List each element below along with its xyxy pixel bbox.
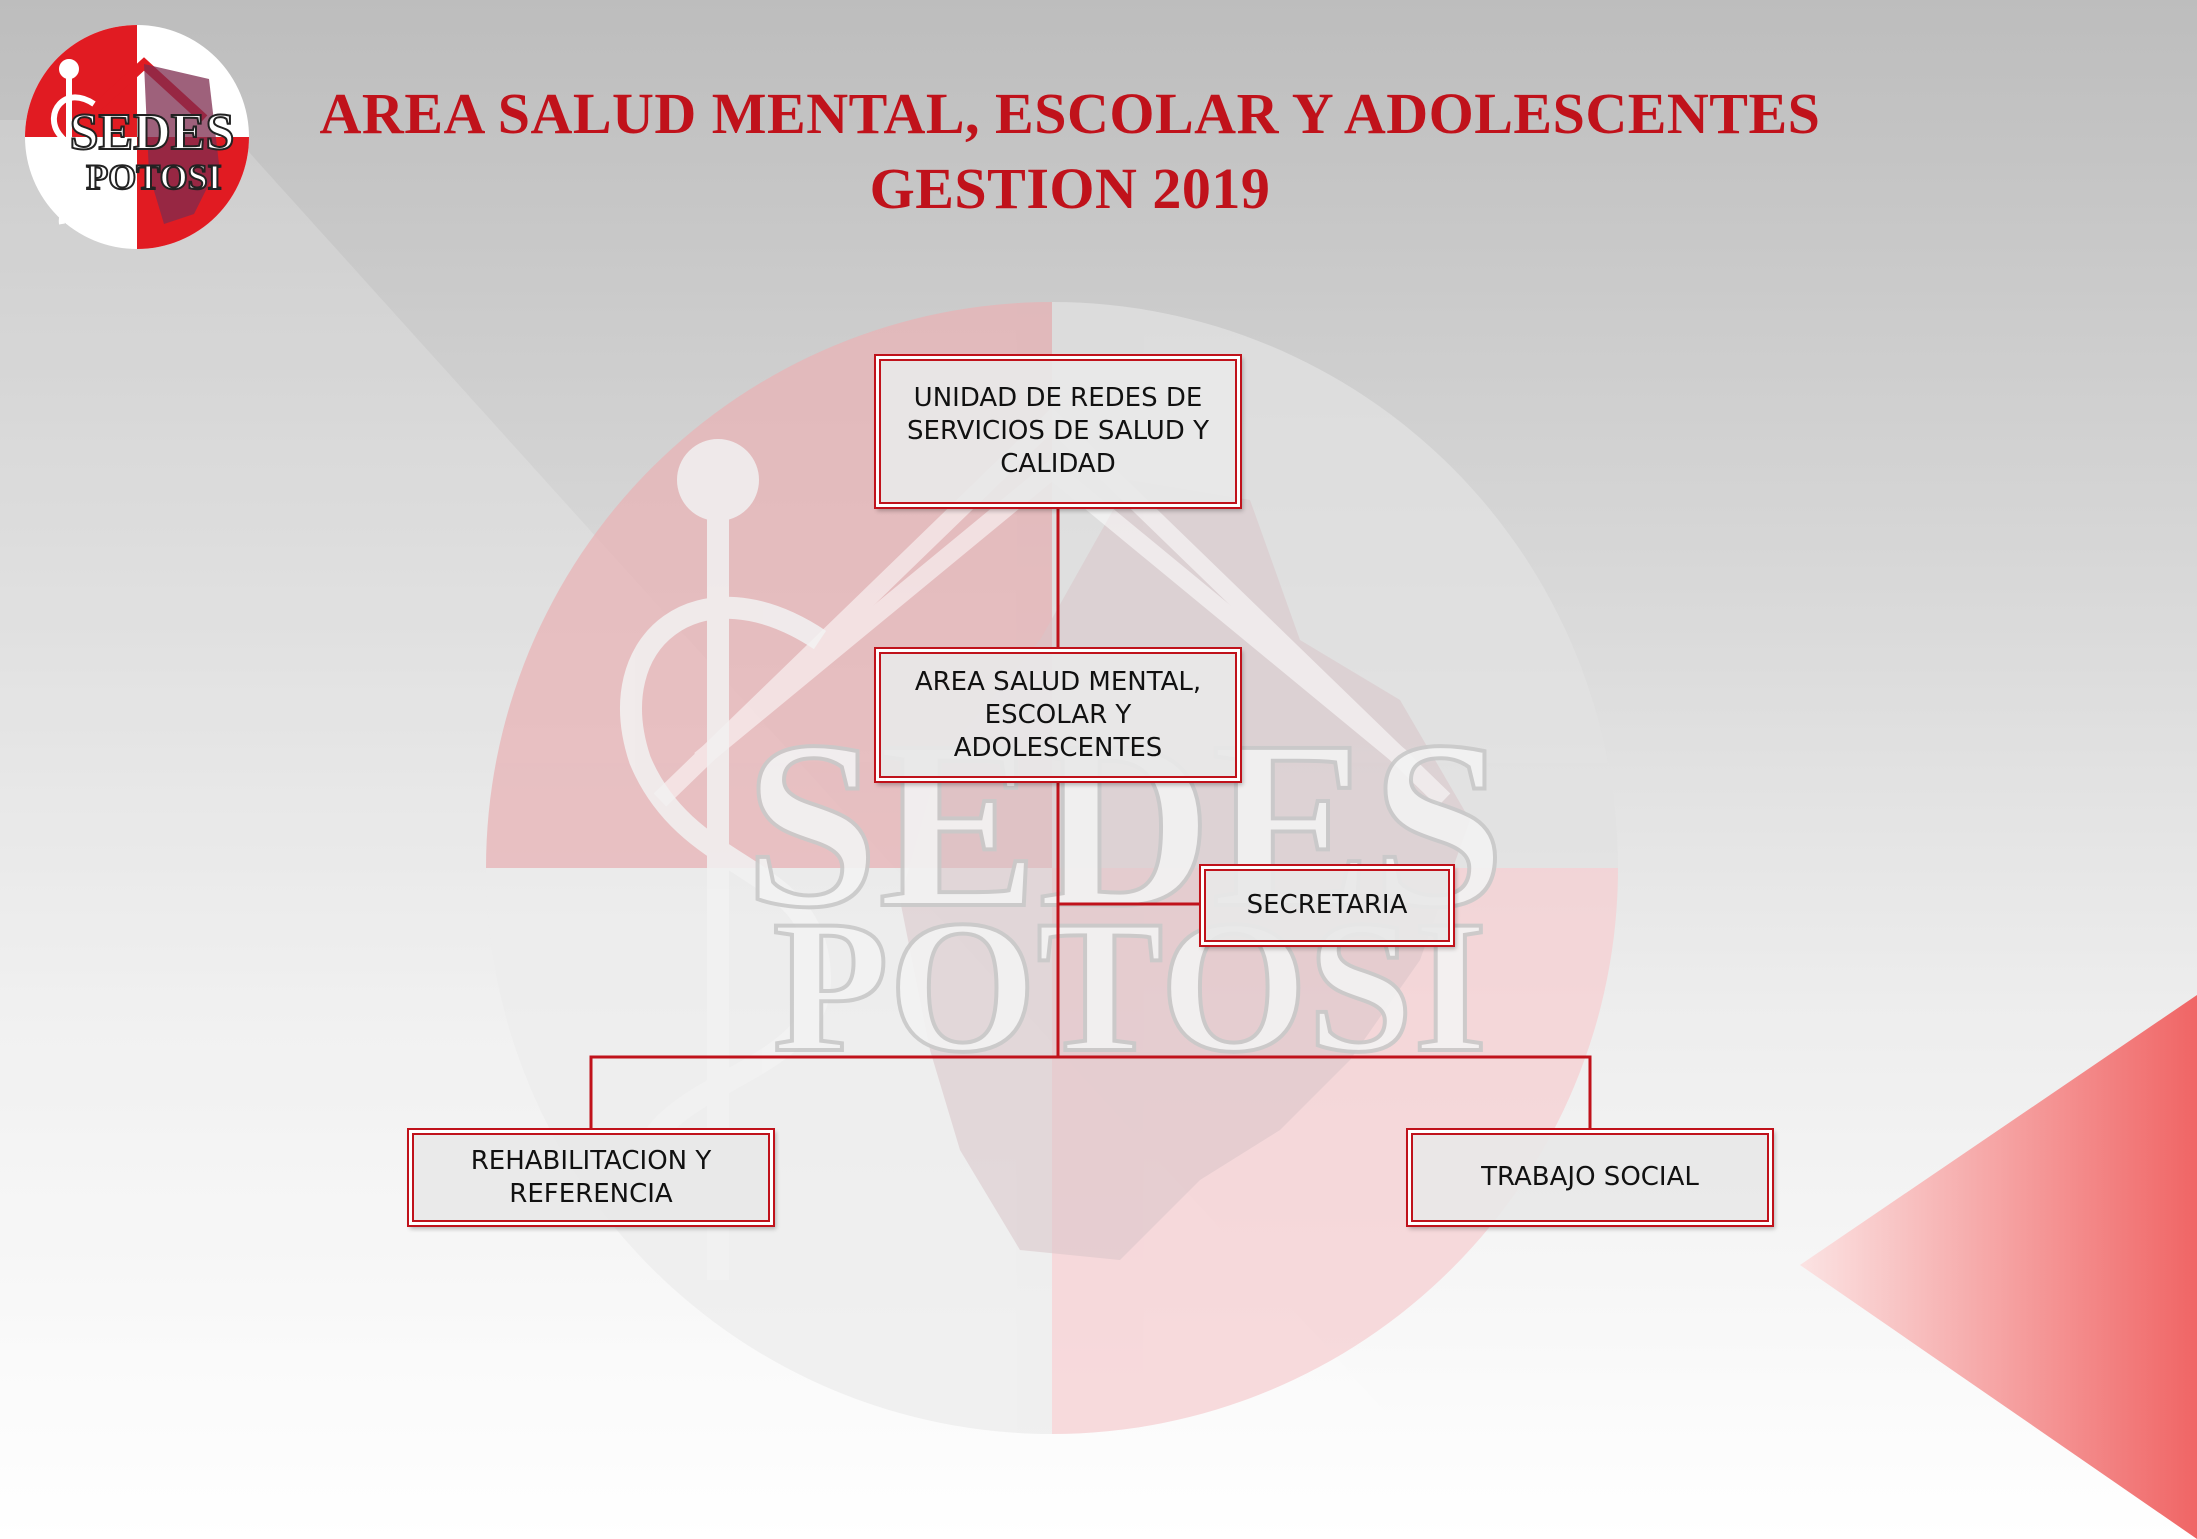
logo: SEDES POTOSI	[25, 25, 249, 249]
logo-line2: POTOSI	[86, 157, 221, 197]
corner-triangle	[1800, 995, 2197, 1539]
org-box-child-label: TRABAJO SOCIAL	[1481, 1162, 1699, 1192]
logo-line1: SEDES	[70, 104, 235, 161]
page-subtitle: GESTION 2019	[869, 156, 1271, 221]
org-box-root-label: UNIDAD DE REDES DE SERVICIOS DE SALUD Y …	[907, 383, 1209, 479]
org-box-staff-label: SECRETARIA	[1246, 890, 1408, 920]
caduceus-icon	[51, 59, 96, 225]
connector-children	[589, 1055, 1592, 1132]
org-box-child: REHABILITACION Y REFERENCIA	[412, 1133, 770, 1222]
org-box-staff: SECRETARIA	[1204, 869, 1450, 942]
org-box-area: AREA SALUD MENTAL, ESCOLAR Y ADOLESCENTE…	[879, 652, 1237, 778]
org-box-area-label: AREA SALUD MENTAL, ESCOLAR Y ADOLESCENTE…	[914, 666, 1202, 763]
org-box-child-label: REHABILITACION Y REFERENCIA	[470, 1145, 712, 1209]
org-box-child: TRABAJO SOCIAL	[1411, 1133, 1769, 1222]
org-box-root: UNIDAD DE REDES DE SERVICIOS DE SALUD Y …	[879, 359, 1237, 504]
page-title: AREA SALUD MENTAL, ESCOLAR Y ADOLESCENTE…	[319, 81, 1821, 146]
